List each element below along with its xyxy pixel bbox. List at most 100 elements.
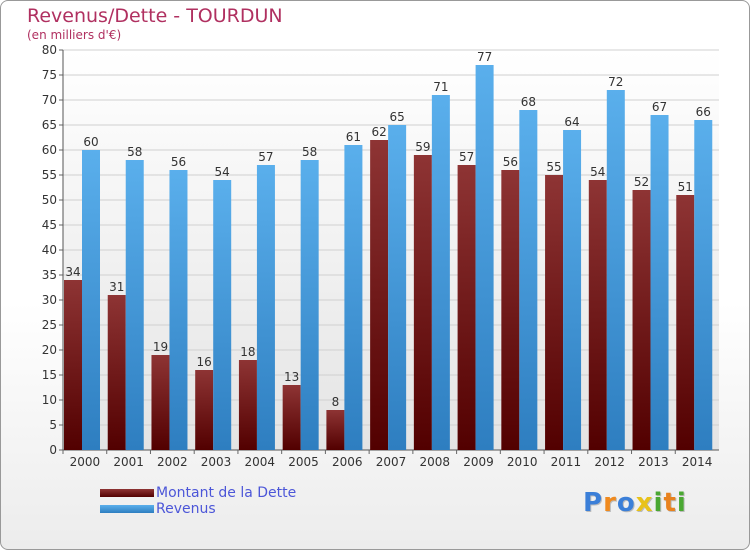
data-label: 56: [503, 155, 518, 169]
bar-dette: [588, 180, 607, 450]
logo-letter: o: [616, 488, 636, 518]
x-tick-label: 2014: [682, 455, 713, 469]
x-tick-label: 2006: [332, 455, 363, 469]
logo-letter: P: [583, 488, 604, 518]
data-label: 62: [371, 125, 386, 139]
bar-revenus: [475, 65, 494, 450]
bar-revenus: [344, 145, 363, 450]
y-tick-label: 75: [42, 68, 57, 82]
x-tick-label: 2013: [638, 455, 669, 469]
bar-revenus: [431, 95, 450, 450]
bar-dette: [195, 370, 214, 450]
data-label: 61: [346, 130, 361, 144]
data-label: 56: [171, 155, 186, 169]
bar-dette: [413, 155, 432, 450]
bar-revenus: [300, 160, 319, 450]
bar-dette: [501, 170, 520, 450]
bar-revenus: [694, 120, 713, 450]
bar-dette: [326, 410, 345, 450]
data-label: 59: [415, 140, 430, 154]
logo-letter: i: [676, 488, 687, 518]
data-label: 54: [215, 165, 230, 179]
data-label: 54: [590, 165, 605, 179]
y-tick-label: 55: [42, 168, 57, 182]
bar-revenus: [256, 165, 275, 450]
bar-revenus: [169, 170, 188, 450]
data-label: 58: [127, 145, 142, 159]
data-label: 51: [678, 180, 693, 194]
bar-dette: [457, 165, 476, 450]
data-label: 64: [564, 115, 579, 129]
data-label: 72: [608, 75, 623, 89]
chart-title: Revenus/Dette - TOURDUN: [27, 5, 283, 27]
bar-dette: [632, 190, 651, 450]
data-label: 68: [521, 95, 536, 109]
y-tick-label: 60: [42, 143, 57, 157]
y-tick-label: 15: [42, 368, 57, 382]
data-label: 31: [109, 280, 124, 294]
logo-letter: x: [635, 488, 654, 518]
data-label: 57: [459, 150, 474, 164]
bar-revenus: [125, 160, 144, 450]
y-tick-label: 0: [49, 443, 57, 457]
x-tick-label: 2004: [245, 455, 276, 469]
y-tick-label: 20: [42, 343, 57, 357]
logo-letter: i: [653, 488, 664, 518]
y-tick-label: 70: [42, 93, 57, 107]
bar-dette: [151, 355, 170, 450]
x-tick-label: 2003: [201, 455, 232, 469]
y-tick-label: 45: [42, 218, 57, 232]
proxiti-logo: Proxiti: [583, 488, 687, 518]
bar-dette: [64, 280, 82, 450]
data-label: 16: [197, 355, 212, 369]
legend-swatch-dette: [100, 489, 154, 497]
data-label: 55: [546, 160, 561, 174]
bar-revenus: [650, 115, 669, 450]
data-label: 57: [258, 150, 273, 164]
data-label: 66: [696, 105, 711, 119]
x-tick-label: 2012: [594, 455, 625, 469]
data-label: 58: [302, 145, 317, 159]
bar-dette: [370, 140, 389, 450]
y-tick-label: 65: [42, 118, 57, 132]
x-tick-label: 2009: [463, 455, 494, 469]
data-label: 13: [284, 370, 299, 384]
bar-dette: [238, 360, 257, 450]
x-tick-label: 2001: [113, 455, 144, 469]
bar-revenus: [519, 110, 538, 450]
x-tick-label: 2000: [70, 455, 101, 469]
bar-dette: [282, 385, 301, 450]
data-label: 34: [65, 265, 80, 279]
x-tick-label: 2005: [288, 455, 319, 469]
bar-revenus: [213, 180, 232, 450]
bar-dette: [545, 175, 564, 450]
data-label: 77: [477, 50, 492, 64]
x-tick-label: 2010: [507, 455, 538, 469]
legend-label-dette: Montant de la Dette: [156, 485, 297, 501]
data-label: 52: [634, 175, 649, 189]
y-tick-label: 35: [42, 268, 57, 282]
y-tick-label: 5: [49, 418, 57, 432]
bar-revenus: [388, 125, 407, 450]
legend-label-revenus: Revenus: [156, 501, 216, 517]
logo-letter: t: [663, 488, 677, 518]
data-label: 18: [240, 345, 255, 359]
y-tick-label: 30: [42, 293, 57, 307]
data-label: 8: [332, 395, 340, 409]
y-tick-label: 40: [42, 243, 57, 257]
y-tick-label: 80: [42, 43, 57, 57]
x-tick-label: 2002: [157, 455, 188, 469]
data-label: 67: [652, 100, 667, 114]
bar-revenus: [606, 90, 625, 450]
x-tick-label: 2008: [419, 455, 450, 469]
chart-subtitle: (en milliers d'€): [27, 28, 122, 42]
legend-swatch-revenus: [100, 505, 154, 513]
y-tick-label: 50: [42, 193, 57, 207]
data-label: 19: [153, 340, 168, 354]
y-tick-label: 25: [42, 318, 57, 332]
logo-letter: r: [603, 488, 617, 518]
bar-dette: [107, 295, 126, 450]
bar-revenus: [82, 150, 100, 450]
bar-revenus: [563, 130, 582, 450]
